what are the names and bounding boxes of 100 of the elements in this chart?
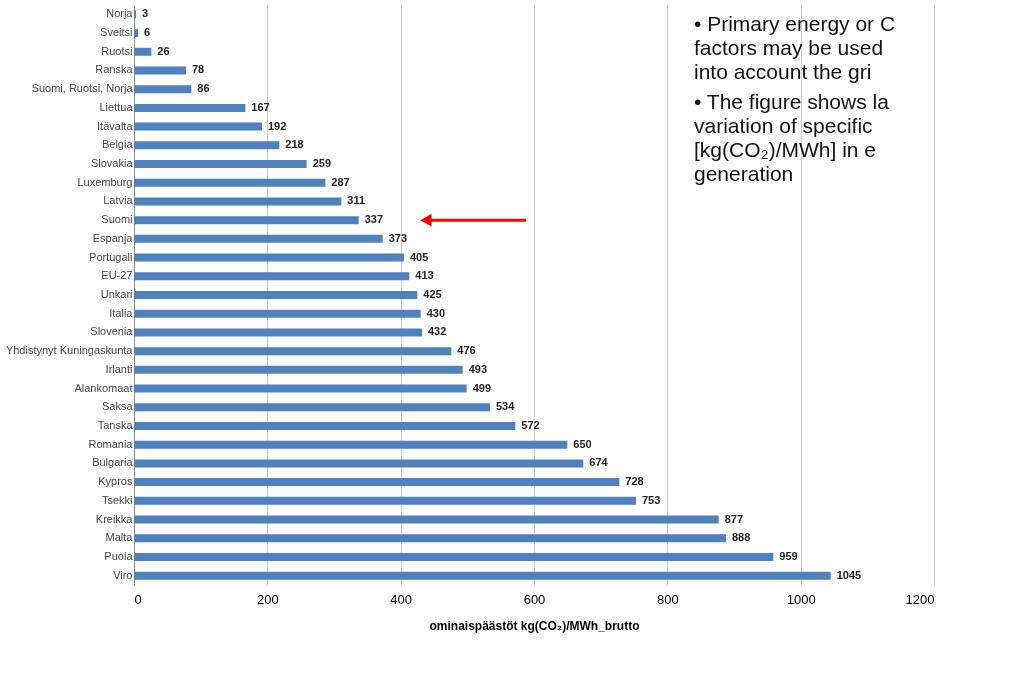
- bar: [134, 459, 584, 468]
- y-tick-label: Luxemburg: [77, 175, 133, 188]
- bar: [134, 309, 421, 318]
- data-label: 337: [364, 213, 384, 226]
- bar: [134, 141, 280, 150]
- bar: [134, 122, 262, 131]
- y-tick-label: Romania: [88, 437, 134, 450]
- bar: [134, 216, 359, 225]
- data-label: 6: [144, 26, 151, 39]
- bar: [134, 197, 342, 206]
- y-tick-label: Kreikka: [95, 512, 134, 525]
- bar: [134, 234, 383, 243]
- annotation: • The figure shows la variation of specific [kg(CO₂)/MWh] in e generation: [694, 90, 890, 185]
- y-tick-label: Latvia: [103, 194, 134, 207]
- y-tick-label: Espanja: [92, 231, 134, 244]
- data-label: 959: [779, 549, 798, 562]
- data-label: 430: [426, 306, 446, 319]
- bar: [134, 47, 152, 56]
- x-tick-label: 200: [256, 591, 279, 607]
- bar: [134, 478, 620, 487]
- bar: [134, 103, 246, 112]
- y-tick-label: Irlanti: [105, 362, 133, 375]
- data-label: 499: [472, 381, 492, 394]
- y-tick-label: Bulgaria: [92, 456, 134, 469]
- y-tick-label: Italia: [109, 306, 134, 319]
- bar: [134, 552, 774, 561]
- bar: [134, 178, 326, 187]
- y-tick-label: Puola: [104, 549, 134, 562]
- data-label: 728: [625, 475, 644, 488]
- y-tick-label: Liettua: [99, 100, 134, 113]
- y-tick-label: Kypros: [98, 475, 133, 488]
- data-label: 3: [142, 7, 149, 20]
- data-label: 888: [732, 531, 751, 544]
- x-axis-title: ominaispäästöt kg(CO₂)/MWh_brutto: [429, 618, 640, 633]
- data-label: 476: [457, 344, 476, 357]
- y-tick-label: Sveitsi: [100, 26, 133, 39]
- y-tick-label: Slovakia: [90, 157, 134, 170]
- y-tick-label: Yhdistynyt Kuningaskunta: [5, 344, 134, 357]
- bar: [134, 534, 726, 543]
- bar: [134, 253, 404, 262]
- data-label: 287: [331, 175, 350, 188]
- x-tick-label: 400: [390, 591, 413, 607]
- bar: [134, 403, 490, 412]
- data-label: 167: [251, 100, 270, 113]
- bar: [134, 571, 831, 580]
- x-tick-label: 0: [134, 591, 142, 607]
- data-label: 534: [496, 400, 516, 413]
- y-tick-label: Tsekki: [101, 493, 133, 506]
- y-tick-label: Norja: [106, 7, 134, 20]
- bar: [134, 515, 719, 524]
- y-tick-label: Unkari: [100, 288, 133, 300]
- data-label: 86: [197, 82, 210, 95]
- data-label: 405: [410, 250, 429, 263]
- data-label: 432: [428, 325, 447, 338]
- bar: [134, 66, 186, 75]
- data-label: 413: [415, 269, 434, 282]
- data-label: 572: [521, 418, 540, 431]
- bar: [134, 496, 636, 505]
- bar: [134, 291, 418, 299]
- y-tick-label: Ruotsi: [101, 44, 133, 57]
- data-label: 753: [642, 493, 661, 506]
- x-tick-label: 1000: [786, 591, 816, 607]
- data-label: 1045: [836, 568, 862, 581]
- data-label: 192: [268, 119, 287, 132]
- y-tick-label: Viro: [113, 568, 133, 581]
- x-tick-label: 800: [656, 591, 679, 607]
- bar: [134, 440, 568, 449]
- y-tick-label: Ranska: [95, 63, 134, 76]
- bar: [134, 365, 463, 374]
- bar: [134, 384, 467, 393]
- annotation: • Primary energy or C factors may be used into account the gri: [694, 12, 896, 83]
- y-tick-label: Belgia: [101, 138, 134, 151]
- data-label: 311: [347, 194, 366, 207]
- data-label: 26: [157, 44, 170, 57]
- y-tick-label: Saksa: [101, 400, 134, 413]
- x-tick-label: 600: [523, 591, 546, 607]
- bar: [134, 421, 516, 430]
- bar: [134, 347, 452, 356]
- data-label: 78: [192, 63, 205, 76]
- bar: [134, 29, 138, 38]
- x-tick-label: 1200: [905, 591, 935, 607]
- y-tick-label: Portugali: [89, 250, 133, 263]
- data-label: 259: [312, 157, 332, 170]
- y-tick-label: Tanska: [97, 418, 134, 431]
- data-label: 877: [724, 512, 744, 525]
- y-tick-label: Suomi: [101, 213, 133, 226]
- data-label: 373: [388, 231, 408, 244]
- data-label: 218: [285, 138, 304, 151]
- data-label: 674: [589, 456, 609, 469]
- y-tick-label: Alankomaat: [74, 381, 133, 394]
- data-label: 650: [573, 437, 592, 450]
- data-label: 425: [423, 288, 442, 300]
- y-tick-label: Suomi, Ruotsi, Norja: [31, 82, 134, 95]
- y-tick-label: EU-27: [101, 269, 133, 282]
- bar: [134, 160, 307, 169]
- bar: [134, 85, 192, 94]
- data-label: 493: [468, 362, 488, 375]
- bar: [134, 272, 410, 281]
- y-tick-label: Itävalta: [97, 119, 134, 132]
- y-tick-label: Slovenia: [90, 325, 134, 338]
